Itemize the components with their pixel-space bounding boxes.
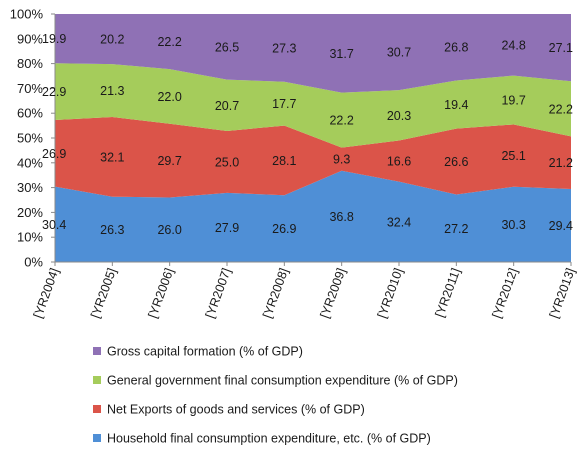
data-label: 19.7 xyxy=(501,94,525,108)
data-label: 26.9 xyxy=(42,147,66,161)
legend-label: Household final consumption expenditure,… xyxy=(107,432,431,446)
legend-swatch xyxy=(93,376,101,384)
data-label: 25.0 xyxy=(215,155,239,169)
area-series-3 xyxy=(55,63,571,148)
legend-swatch xyxy=(93,405,101,413)
x-tick-label: [YR2013] xyxy=(547,266,578,320)
y-tick-label: 0% xyxy=(24,255,43,270)
x-tick-label: [YR2005] xyxy=(88,266,119,320)
data-label: 20.2 xyxy=(100,33,124,47)
y-tick-label: 40% xyxy=(17,155,43,170)
data-label: 9.3 xyxy=(333,153,350,167)
data-label: 22.2 xyxy=(329,114,353,128)
data-label: 22.0 xyxy=(157,90,181,104)
data-label: 16.6 xyxy=(387,155,411,169)
data-label: 26.8 xyxy=(444,41,468,55)
x-tick-label: [YR2008] xyxy=(260,266,291,320)
x-tick-label: [YR2010] xyxy=(375,266,406,320)
data-label: 29.7 xyxy=(157,154,181,168)
legend-label: General government final consumption exp… xyxy=(107,374,458,388)
data-label: 22.2 xyxy=(549,102,573,116)
data-label: 30.4 xyxy=(42,218,66,232)
data-label: 26.0 xyxy=(157,223,181,237)
x-tick-label: [YR2007] xyxy=(203,266,234,320)
y-tick-label: 60% xyxy=(17,106,43,121)
legend-label: Gross capital formation (% of GDP) xyxy=(107,345,303,359)
data-label: 19.9 xyxy=(42,32,66,46)
legend: Gross capital formation (% of GDP) Genera… xyxy=(93,345,458,446)
y-tick-label: 10% xyxy=(17,230,43,245)
y-tick-label: 50% xyxy=(17,131,43,146)
data-label: 36.8 xyxy=(329,210,353,224)
y-tick-label: 100% xyxy=(10,7,44,22)
data-label: 32.4 xyxy=(387,215,411,229)
data-label: 20.3 xyxy=(387,109,411,123)
data-label: 28.1 xyxy=(272,154,296,168)
x-tick-label: [YR2011] xyxy=(432,266,463,319)
data-label: 22.9 xyxy=(42,85,66,99)
data-label: 19.4 xyxy=(444,98,468,112)
area-series-2 xyxy=(55,117,571,198)
y-tick-label: 70% xyxy=(17,81,43,96)
area-series-group xyxy=(55,14,571,262)
data-label: 25.1 xyxy=(501,149,525,163)
legend-label: Net Exports of goods and services (% of … xyxy=(107,403,365,417)
data-label: 21.3 xyxy=(100,84,124,98)
data-label: 30.7 xyxy=(387,46,411,60)
data-label: 21.2 xyxy=(549,156,573,170)
y-tick-label: 20% xyxy=(17,205,43,220)
legend-swatch xyxy=(93,434,101,442)
data-label: 32.1 xyxy=(100,150,124,164)
data-label: 26.9 xyxy=(272,222,296,236)
data-label: 26.5 xyxy=(215,40,239,54)
data-label: 27.2 xyxy=(444,222,468,236)
x-tick-label: [YR2004] xyxy=(31,266,62,320)
data-label: 27.9 xyxy=(215,221,239,235)
legend-swatch xyxy=(93,347,101,355)
data-label: 30.3 xyxy=(501,218,525,232)
x-tick-label: [YR2006] xyxy=(146,266,177,320)
y-tick-label: 30% xyxy=(17,180,43,195)
data-label: 17.7 xyxy=(272,97,296,111)
data-label: 24.8 xyxy=(501,38,525,52)
data-label: 27.1 xyxy=(549,41,573,55)
area-series-1 xyxy=(55,170,571,262)
x-tick-label: [YR2009] xyxy=(318,266,349,320)
x-tick-label: [YR2012] xyxy=(490,266,521,320)
data-label: 26.6 xyxy=(444,155,468,169)
data-label: 27.3 xyxy=(272,41,296,55)
y-tick-label: 80% xyxy=(17,56,43,71)
y-tick-label: 90% xyxy=(17,31,43,46)
data-label: 22.2 xyxy=(157,35,181,49)
data-label: 29.4 xyxy=(549,219,573,233)
data-label: 20.7 xyxy=(215,99,239,113)
area-series-4 xyxy=(55,14,571,93)
data-label: 31.7 xyxy=(329,47,353,61)
data-labels: 30.4 26.3 26.0 27.9 26.9 36.8 32.4 27.2 30.3 29.4… xyxy=(42,32,573,237)
data-label: 26.3 xyxy=(100,223,124,237)
